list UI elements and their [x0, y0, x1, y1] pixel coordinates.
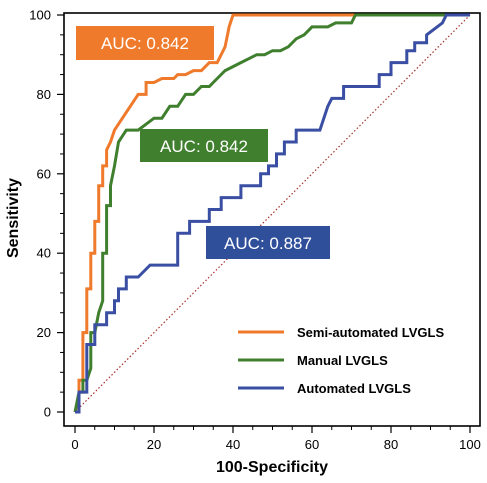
auc-box-semi-automated-bg [76, 26, 214, 60]
plot-frame [63, 12, 481, 427]
y-axis-title: Sensitivity [5, 178, 22, 258]
x-tick-label-20: 20 [147, 437, 161, 452]
legend-label-manual: Manual LVGLS [297, 353, 388, 368]
x-tick-label-100: 100 [459, 437, 481, 452]
series-line-manual-lvgls [73, 13, 470, 413]
auc-box-automated-bg [206, 226, 330, 259]
auc-label-manual: AUC: 0.842 [160, 137, 248, 156]
legend: Semi-automated LVGLS Manual LVGLS Automa… [238, 325, 444, 396]
y-tick-label-60: 60 [37, 166, 51, 181]
y-tick-label-20: 20 [37, 325, 51, 340]
series-layer [73, 13, 470, 414]
y-tick-label-80: 80 [37, 87, 51, 102]
auc-box-automated: AUC: 0.887 [206, 226, 330, 259]
reference-diagonal-line [74, 14, 471, 413]
auc-box-semi-automated: AUC: 0.842 [76, 26, 214, 60]
y-tick-label-100: 100 [29, 8, 51, 23]
reference-layer [74, 14, 471, 413]
legend-label-automated: Automated LVGLS [297, 381, 411, 396]
axes-layer: 0 20 40 60 80 100 0 20 40 60 80 100 [29, 8, 481, 453]
x-tick-label-60: 60 [305, 437, 319, 452]
auc-box-manual-bg [140, 129, 268, 162]
y-tick-label-0: 0 [44, 405, 51, 420]
auc-label-semi-automated: AUC: 0.842 [101, 34, 189, 53]
auc-label-automated: AUC: 0.887 [224, 234, 312, 253]
legend-label-semi-automated: Semi-automated LVGLS [297, 325, 444, 340]
x-tick-label-0: 0 [71, 437, 78, 452]
series-line-automated-lvgls [75, 13, 470, 414]
x-axis-title: 100-Specificity [216, 459, 328, 476]
auc-box-manual: AUC: 0.842 [140, 129, 268, 162]
x-tick-label-80: 80 [384, 437, 398, 452]
x-tick-label-40: 40 [226, 437, 240, 452]
series-line-semi-automated-lvgls [73, 13, 470, 413]
y-tick-label-40: 40 [37, 246, 51, 261]
